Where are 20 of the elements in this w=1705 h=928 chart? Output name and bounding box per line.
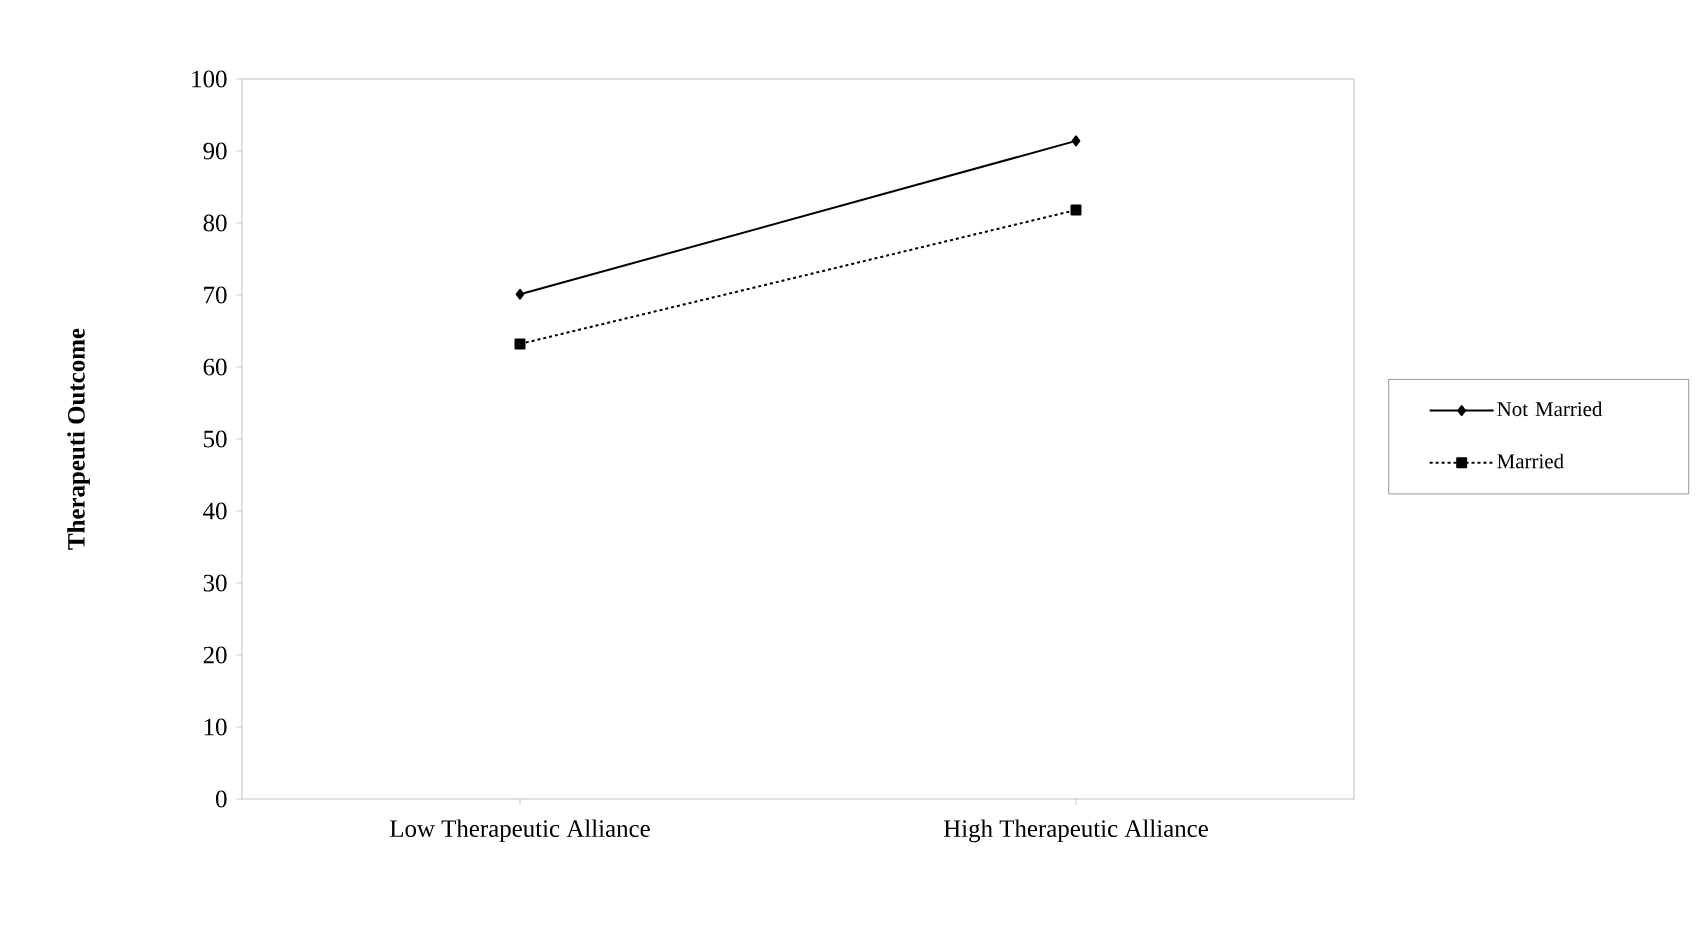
point [1070,204,1082,216]
point [1071,135,1081,147]
y-tick-label: 90 [203,142,227,160]
y-tick-label: 30 [203,574,227,592]
y-tick-label: 50 [204,430,227,448]
y-tick-label: 0 [216,790,227,808]
y-tick-label: 60 [203,358,227,376]
legend-label: Not Married [1497,401,1603,417]
point [515,288,525,300]
legend-label: Married [1497,453,1564,469]
y-tick-label: 100 [192,70,227,88]
y-tick-label: 10 [204,718,227,736]
x-tick-label: Low Therapeutic Alliance [390,819,650,843]
y-tick-label: 80 [203,214,227,232]
y-tick-label: 20 [203,646,227,664]
x-tick-label: High Therapeutic Alliance [943,819,1208,843]
y-axis-title: Therapeuti Outcome [67,328,90,550]
y-tick-label: 40 [203,502,227,520]
point [514,338,526,350]
y-tick-label: 70 [204,286,227,304]
